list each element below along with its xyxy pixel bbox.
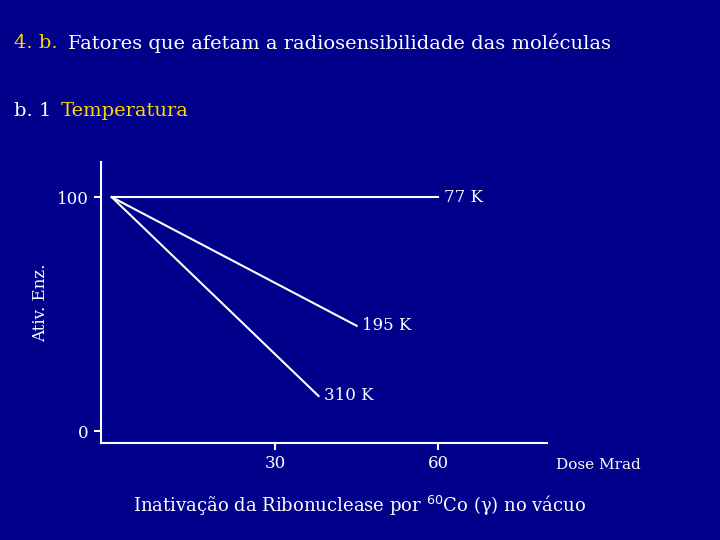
Text: b. 1: b. 1 [14, 102, 58, 120]
Text: Inativação da Ribonuclease por $^{60}$Co (γ) no vácuo: Inativação da Ribonuclease por $^{60}$Co… [133, 494, 587, 518]
Text: Temperatura: Temperatura [61, 102, 189, 120]
Text: Fatores que afetam a radiosensibilidade das moléculas: Fatores que afetam a radiosensibilidade … [68, 33, 611, 53]
Text: Dose Mrad: Dose Mrad [556, 458, 641, 472]
Text: 4. b.: 4. b. [14, 34, 64, 52]
Text: 310 K: 310 K [324, 388, 374, 404]
Y-axis label: Ativ. Enz.: Ativ. Enz. [32, 263, 49, 342]
Text: 195 K: 195 K [362, 318, 412, 334]
Text: 77 K: 77 K [444, 188, 483, 206]
